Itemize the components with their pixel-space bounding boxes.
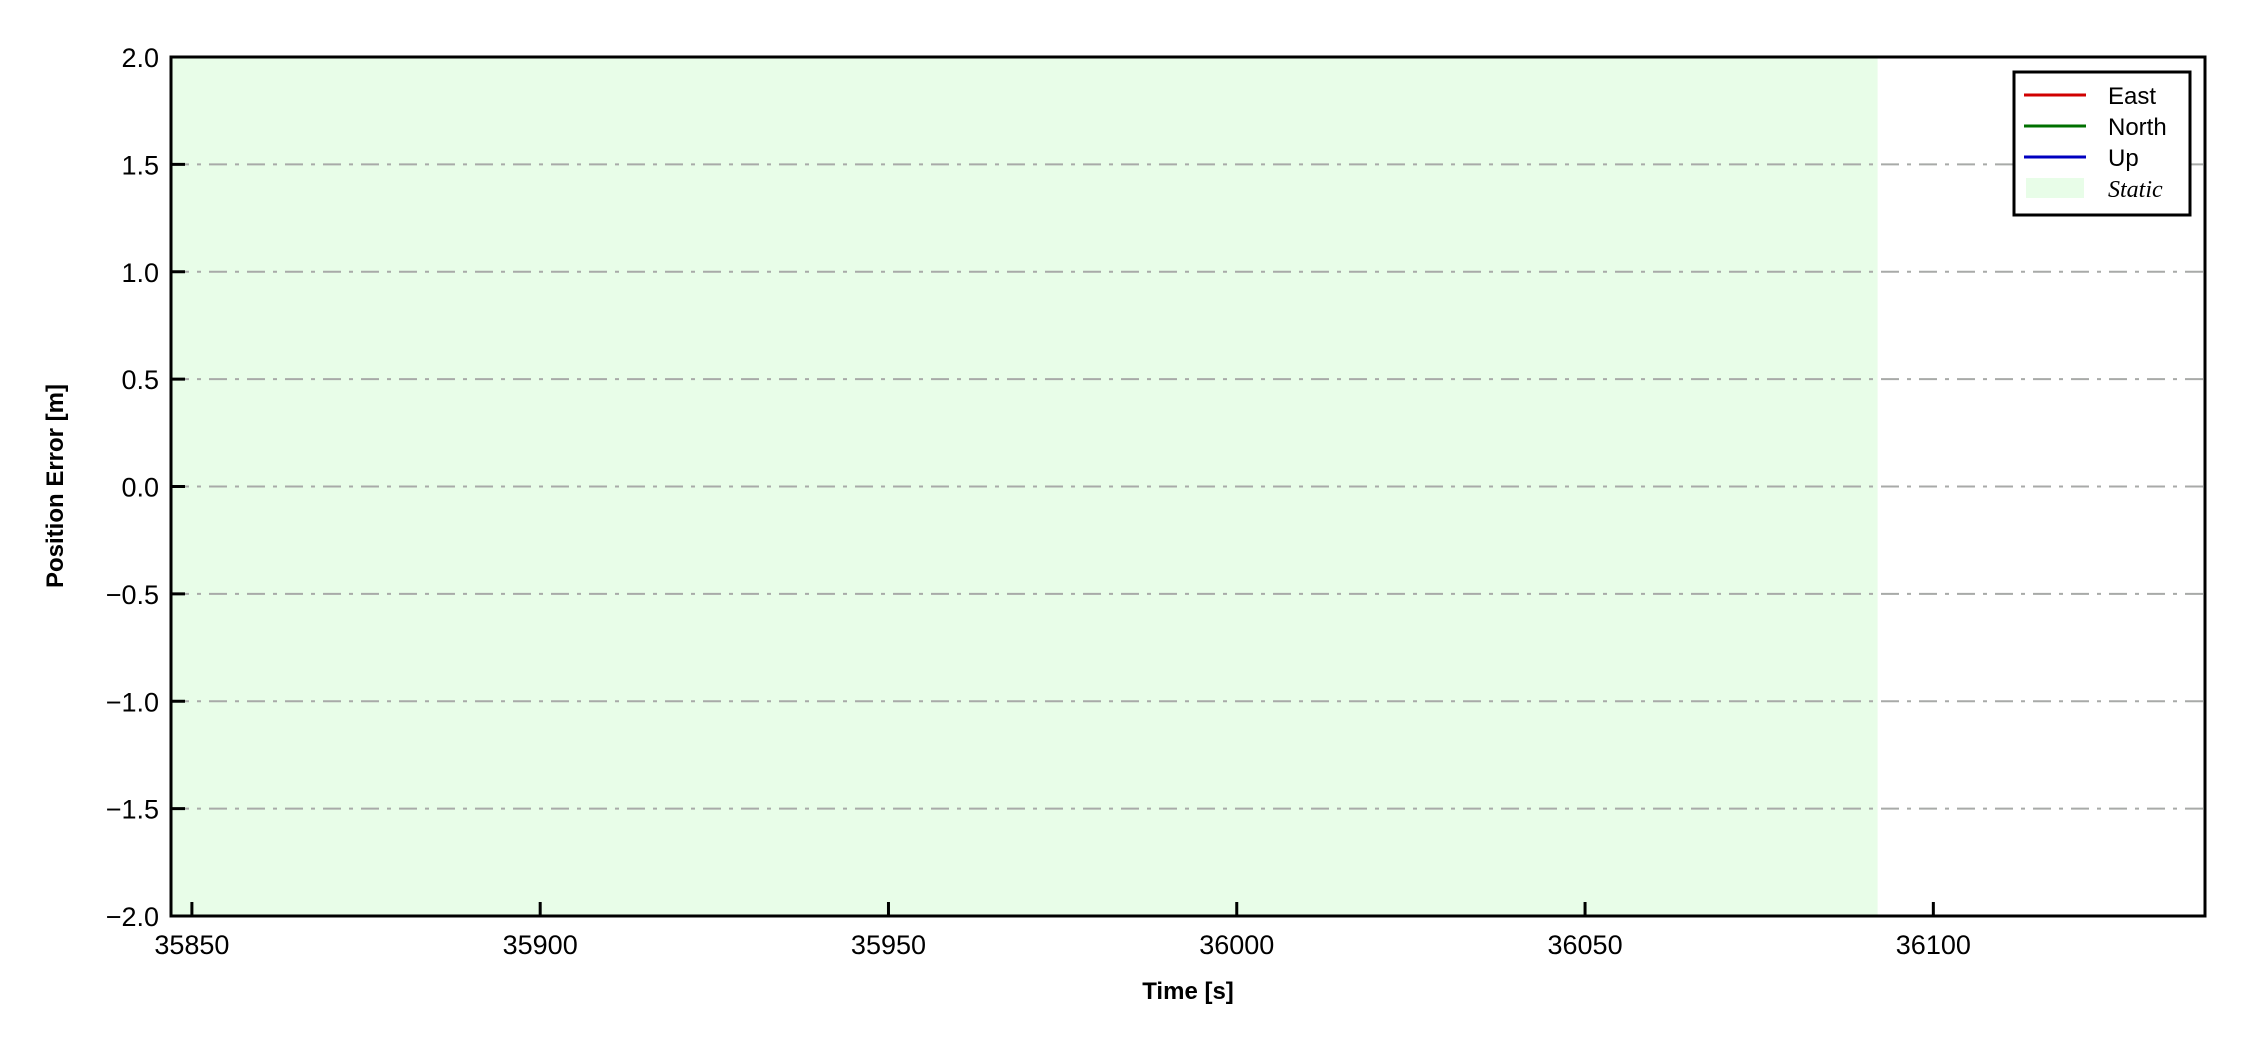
y-tick-label: −0.5 [106, 580, 159, 610]
y-tick-label: −2.0 [106, 902, 159, 932]
x-tick-label: 35950 [851, 930, 926, 960]
y-tick-label: 1.0 [121, 258, 159, 288]
y-axis-label: Position Error [m] [42, 384, 69, 588]
legend: East North Up Static [2012, 70, 2192, 217]
legend-static-swatch [2026, 178, 2084, 198]
x-tick-label: 35900 [503, 930, 578, 960]
legend-east-label: East [2108, 83, 2156, 110]
legend-up-label: Up [2108, 145, 2139, 172]
x-tick-label: 36050 [1548, 930, 1623, 960]
legend-north-label: North [2108, 114, 2167, 141]
y-tick-label: −1.5 [106, 795, 159, 825]
y-tick-label: 0.0 [121, 473, 159, 503]
y-tick-label: 0.5 [121, 365, 159, 395]
legend-static-label: Static [2108, 177, 2163, 203]
x-tick-label: 36100 [1896, 930, 1971, 960]
y-tick-label: 2.0 [121, 43, 159, 73]
x-tick-label: 35850 [154, 930, 229, 960]
y-tick-label: 1.5 [121, 150, 159, 180]
x-tick-label: 36000 [1199, 930, 1274, 960]
x-axis-label: Time [s] [1142, 978, 1234, 1005]
y-tick-label: −1.0 [106, 687, 159, 717]
